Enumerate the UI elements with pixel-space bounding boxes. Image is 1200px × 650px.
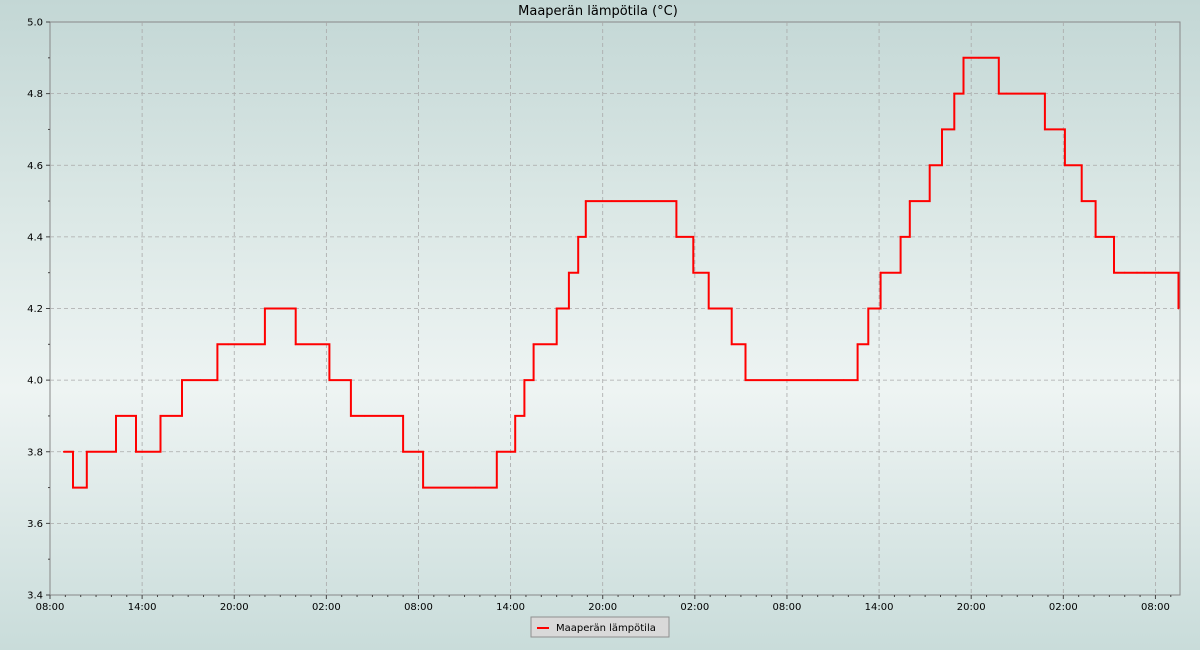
- x-tick-label: 08:00: [404, 602, 433, 613]
- data-point: [692, 271, 695, 274]
- data-point: [962, 56, 965, 59]
- x-tick-label: 20:00: [588, 602, 617, 613]
- data-point: [941, 128, 943, 131]
- x-tick-label: 02:00: [1049, 602, 1078, 613]
- data-point: [997, 92, 1000, 95]
- x-tick-label: 20:00: [220, 602, 249, 613]
- y-tick-label: 3.8: [27, 447, 43, 458]
- legend-box: [530, 616, 670, 638]
- data-point: [555, 307, 558, 310]
- y-tick-label: 3.6: [27, 519, 43, 530]
- data-point: [115, 415, 117, 417]
- data-point: [1105, 236, 1108, 238]
- data-point: [159, 415, 162, 417]
- x-tick-label: 14:00: [496, 602, 525, 613]
- y-tick-label: 4.8: [27, 89, 43, 100]
- x-tick-label: 08:00: [773, 602, 802, 613]
- data-point: [730, 343, 733, 346]
- axis-ticks: 3.4 3.6 3.8 4.0 4.2 4.4 4.6 4.8 5.0 08:00 14:00 20:…: [27, 18, 1172, 613]
- y-tick-label: 4.4: [27, 232, 43, 243]
- y-tick-label: 3.4: [27, 591, 43, 602]
- y-tick-label: 4.2: [27, 304, 43, 315]
- data-point: [422, 486, 424, 489]
- data-point: [1005, 92, 1008, 95]
- data-point: [216, 343, 219, 346]
- data-point: [264, 307, 266, 310]
- x-tick-label: 20:00: [957, 602, 986, 613]
- data-point: [363, 415, 366, 417]
- data-point: [85, 450, 88, 453]
- series-layer: [62, 56, 1180, 489]
- data-point: [707, 307, 710, 310]
- x-tick-label: 02:00: [680, 602, 709, 613]
- data-point: [778, 379, 781, 381]
- data-point: [328, 379, 331, 381]
- data-point: [474, 486, 477, 489]
- data-point: [978, 56, 980, 59]
- data-point: [1177, 307, 1180, 310]
- data-point: [135, 450, 137, 453]
- data-point: [842, 379, 845, 381]
- data-point: [532, 343, 535, 346]
- data-point: [294, 343, 297, 346]
- data-point: [856, 343, 859, 346]
- data-point: [402, 450, 404, 453]
- x-tick-label: 14:00: [865, 602, 894, 613]
- data-point: [181, 379, 183, 381]
- data-point: [1021, 92, 1023, 95]
- x-tick-label: 02:00: [312, 602, 341, 613]
- data-point: [350, 415, 352, 417]
- x-tick-label: 14:00: [128, 602, 157, 613]
- data-point: [816, 379, 819, 381]
- data-point: [523, 379, 526, 381]
- data-point: [1044, 128, 1046, 131]
- data-point: [675, 236, 678, 238]
- data-point: [584, 200, 587, 203]
- y-tick-label: 4.0: [27, 376, 43, 387]
- data-point: [928, 164, 931, 167]
- data-point: [568, 271, 570, 274]
- data-point: [1080, 200, 1083, 203]
- data-point: [1136, 271, 1138, 274]
- data-point: [72, 486, 74, 489]
- data-point: [199, 379, 202, 381]
- x-tick-label: 08:00: [1141, 602, 1170, 613]
- grid: [50, 22, 1180, 595]
- chart-title: Maaperän lämpötila (°C): [518, 4, 678, 19]
- data-point: [495, 450, 498, 453]
- series-line: [63, 56, 1180, 489]
- data-point: [279, 307, 282, 310]
- data-point: [1094, 236, 1097, 238]
- legend-label: Maaperän lämpötila: [556, 623, 656, 634]
- data-point: [1113, 271, 1115, 274]
- data-point: [744, 379, 747, 381]
- legend: Maaperän lämpötila: [530, 616, 670, 638]
- data-point: [1064, 164, 1066, 167]
- x-tick-label: 08:00: [36, 602, 65, 613]
- data-point: [1157, 271, 1160, 274]
- data-point: [1123, 271, 1126, 274]
- data-point: [1143, 271, 1146, 274]
- data-point: [577, 236, 580, 238]
- data-point: [899, 236, 902, 238]
- y-tick-label: 4.6: [27, 161, 43, 172]
- data-point: [908, 200, 911, 203]
- data-point: [611, 200, 613, 203]
- data-point: [953, 92, 956, 95]
- data-point: [867, 307, 870, 310]
- data-point: [879, 271, 882, 274]
- data-point: [514, 415, 517, 417]
- y-tick-label: 5.0: [27, 18, 43, 29]
- data-point: [227, 343, 230, 346]
- data-point: [62, 450, 65, 453]
